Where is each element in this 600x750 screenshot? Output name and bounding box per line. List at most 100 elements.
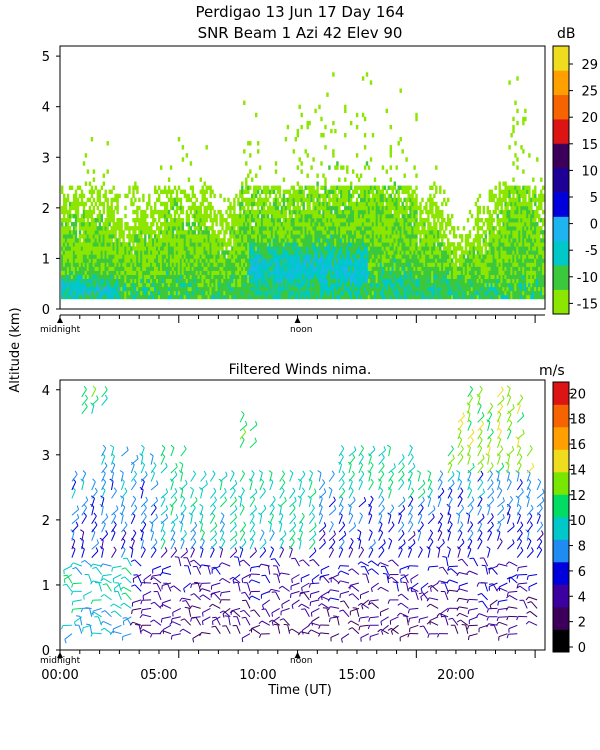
snr-cell: [193, 226, 196, 231]
snr-cell: [219, 242, 222, 247]
snr-cell: [124, 282, 127, 288]
snr-cell: [282, 197, 286, 203]
snr-cell: [363, 278, 367, 284]
snr-cell: [243, 246, 246, 251]
snr-cell: [294, 242, 297, 247]
snr-cell: [282, 205, 286, 211]
snr-cell: [324, 282, 327, 288]
snr-cell: [286, 294, 290, 300]
snr-cell: [413, 254, 416, 259]
snr-cell: [308, 120, 311, 126]
snr-cell: [197, 205, 200, 211]
snr-cell: [150, 262, 153, 267]
snr-cell: [68, 238, 72, 243]
snr-cell: [167, 189, 171, 194]
snr-cell: [316, 197, 319, 203]
snr-cell: [401, 278, 404, 284]
snr-cell: [63, 286, 66, 292]
snr-cell: [78, 254, 82, 259]
snr-cell: [146, 246, 149, 251]
snr-cell: [425, 294, 428, 300]
snr-cell: [431, 242, 434, 247]
snr-cell: [421, 254, 424, 259]
snr-cell: [298, 242, 301, 247]
snr-cell: [138, 270, 141, 275]
snr-cell: [219, 222, 222, 227]
snr-cell: [122, 262, 125, 267]
snr-cell: [282, 189, 286, 194]
snr-cell: [122, 254, 125, 259]
snr-cell: [365, 197, 369, 203]
snr-cell: [270, 209, 274, 215]
snr-cell: [233, 242, 236, 247]
snr-cell: [165, 270, 169, 275]
snr-cell: [363, 189, 367, 194]
snr-cell: [112, 290, 115, 296]
snr-cell: [158, 290, 161, 296]
snr-cell: [338, 209, 341, 215]
snr-cell: [316, 274, 319, 279]
snr-cell: [363, 145, 367, 150]
snr-cell: [264, 274, 268, 279]
snr-cell: [193, 201, 196, 207]
snr-cell: [357, 286, 361, 292]
snr-cell: [355, 226, 359, 231]
snr-cell: [136, 286, 139, 292]
snr-cell: [215, 234, 218, 239]
snr-cell: [205, 254, 208, 259]
snr-cell: [270, 286, 274, 292]
snr-cell: [306, 282, 309, 288]
snr-cell: [365, 258, 369, 263]
snr-cell: [381, 189, 385, 194]
snr-cell: [310, 258, 313, 263]
snr-cell: [348, 282, 351, 288]
snr-cell: [383, 278, 387, 284]
snr-cell: [387, 230, 390, 235]
snr-cell: [257, 254, 260, 259]
snr-cell: [128, 262, 131, 267]
snr-cell: [288, 201, 291, 207]
snr-cell: [417, 266, 420, 271]
snr-cell: [169, 242, 173, 247]
snr-cell: [304, 213, 307, 219]
snr-cell: [354, 226, 357, 231]
snr-cell: [171, 278, 175, 284]
snr-cell: [350, 185, 353, 190]
snr-cell: [177, 290, 181, 296]
snr-cell: [221, 254, 224, 259]
snr-cell: [86, 218, 90, 223]
snr-cell: [258, 222, 262, 227]
snr-cell: [68, 262, 72, 267]
snr-cell: [292, 230, 295, 235]
snr-cell: [415, 193, 418, 199]
snr-cell: [292, 205, 295, 211]
snr-cell: [429, 209, 432, 215]
snr-cell: [348, 254, 351, 259]
snr-cell: [336, 278, 339, 284]
snr-cell: [82, 246, 86, 251]
snr-cell: [225, 222, 228, 227]
snr-cell: [427, 246, 430, 251]
snr-cell: [365, 226, 369, 231]
snr-cell: [278, 286, 282, 292]
snr-cell: [227, 294, 230, 300]
snr-cell: [348, 222, 351, 227]
snr-cell: [201, 270, 204, 275]
snr-cell: [84, 213, 88, 219]
snr-cell: [82, 242, 86, 247]
snr-cell: [233, 234, 236, 239]
snr-cell: [286, 286, 290, 292]
snr-cell: [276, 218, 280, 223]
snr-cell: [96, 250, 99, 255]
snr-cell: [284, 197, 288, 203]
snr-cell: [233, 205, 236, 211]
snr-cell: [245, 294, 248, 300]
snr-cell: [328, 205, 331, 211]
snr-cell: [449, 266, 452, 271]
snr-cell: [142, 282, 145, 288]
snr-cell: [64, 238, 68, 243]
snr-cell: [280, 274, 284, 279]
snr-cell: [156, 242, 159, 247]
snr-cell: [61, 270, 64, 275]
snr-cell: [288, 238, 291, 243]
